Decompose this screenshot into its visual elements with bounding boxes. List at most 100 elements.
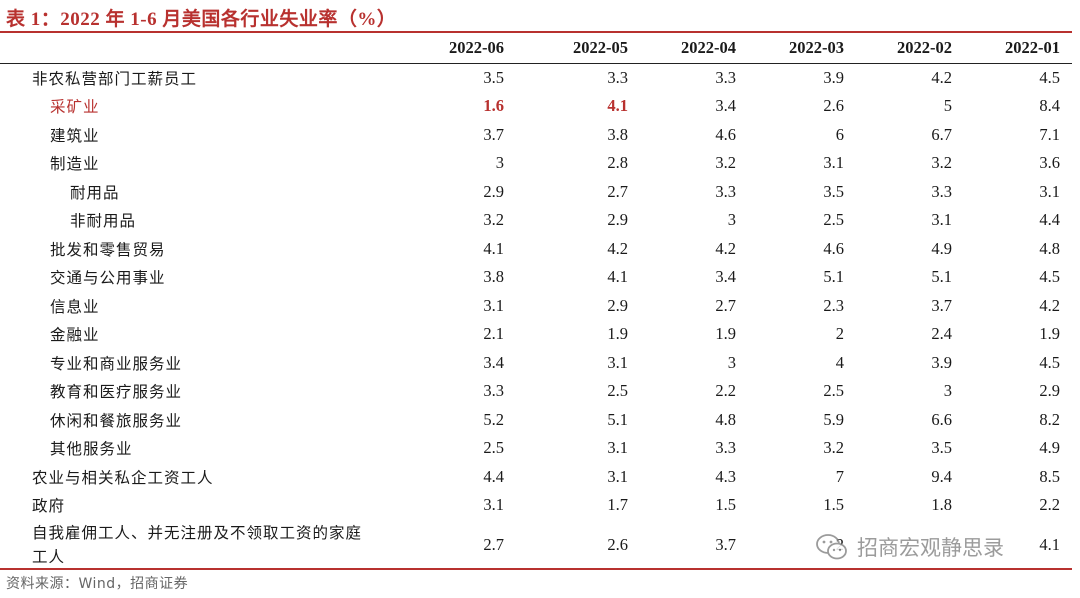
- table-cell: 3.1: [1039, 181, 1060, 201]
- watermark: 招商宏观静思录: [815, 531, 1004, 563]
- column-header: 2022-02: [856, 34, 964, 64]
- table-cell: 2.3: [823, 295, 844, 315]
- unemployment-table: 2022-06 2022-05 2022-04 2022-03 2022-02 …: [0, 34, 1072, 570]
- watermark-text: 招商宏观静思录: [857, 532, 1004, 562]
- column-header: 2022-01: [964, 34, 1072, 64]
- row-label: 批发和零售贸易: [50, 240, 166, 259]
- table-row: 交通与公用事业 3.8 4.1 3.4 5.1 5.1 4.5: [0, 263, 1072, 292]
- table-cell: 1.5: [823, 495, 844, 515]
- table-cell: 4.4: [1039, 210, 1060, 230]
- table-cell: 3.5: [483, 67, 504, 87]
- table-cell: 4.5: [1039, 352, 1060, 372]
- table-cell: 3.2: [483, 210, 504, 230]
- table-cell: 3.9: [823, 67, 844, 87]
- row-label: 自我雇佣工人、并无注册及不领取工资的家庭工人: [32, 523, 363, 566]
- table-cell: 2.5: [823, 210, 844, 230]
- row-label: 信息业: [50, 297, 100, 316]
- column-header: 2022-03: [748, 34, 856, 64]
- table-cell: 3: [727, 210, 736, 230]
- table-row: 其他服务业 2.5 3.1 3.3 3.2 3.5 4.9: [0, 434, 1072, 463]
- table-cell: 3.1: [483, 495, 504, 515]
- table-cell: 4.5: [1039, 267, 1060, 287]
- table-cell: 2.7: [607, 181, 628, 201]
- table-cell: 3.8: [607, 124, 628, 144]
- table-cell: 4.8: [715, 409, 736, 429]
- table-cell: 3.3: [715, 67, 736, 87]
- table-row: 耐用品 2.9 2.7 3.3 3.5 3.3 3.1: [0, 178, 1072, 207]
- table-title: 表 1：2022 年 1-6 月美国各行业失业率（%）: [6, 9, 397, 30]
- row-label: 休闲和餐旅服务业: [50, 411, 183, 430]
- table-cell: 3.1: [931, 210, 952, 230]
- table-cell: 5.2: [483, 409, 504, 429]
- header-row: 2022-06 2022-05 2022-04 2022-03 2022-02 …: [0, 34, 1072, 64]
- row-label: 非耐用品: [70, 212, 137, 231]
- table-cell: 2.9: [483, 181, 504, 201]
- table-cell: 3.7: [715, 534, 736, 554]
- table-cell: 3.7: [931, 295, 952, 315]
- table-cell: 1.7: [607, 495, 628, 515]
- table-cell: 6.7: [931, 124, 952, 144]
- table-cell: 2: [835, 324, 844, 344]
- table-cell: 3: [727, 352, 736, 372]
- table-cell: 4.6: [823, 238, 844, 258]
- table-row: 批发和零售贸易 4.1 4.2 4.2 4.6 4.9 4.8: [0, 235, 1072, 264]
- table-cell: 5.1: [607, 409, 628, 429]
- table-row: 建筑业 3.7 3.8 4.6 6 6.7 7.1: [0, 121, 1072, 150]
- table-cell: 7: [835, 466, 844, 486]
- table-cell: 5: [943, 96, 952, 116]
- table-cell: 3: [495, 153, 504, 173]
- table-cell: 4.6: [715, 124, 736, 144]
- table-cell: 3.9: [931, 352, 952, 372]
- table-cell: 1.6: [483, 96, 504, 116]
- table-cell: 4.9: [931, 238, 952, 258]
- table-cell: 3.4: [483, 352, 504, 372]
- table-cell: 3.3: [715, 438, 736, 458]
- table-cell: 8.2: [1039, 409, 1060, 429]
- bottom-rule: [0, 568, 1072, 570]
- table-cell: 3.7: [483, 124, 504, 144]
- table-cell: 6: [835, 124, 844, 144]
- table-cell: 4.1: [1039, 534, 1060, 554]
- table-row: 教育和医疗服务业 3.3 2.5 2.2 2.5 3 2.9: [0, 377, 1072, 406]
- table-cell: 2.4: [931, 324, 952, 344]
- table-body: 非农私营部门工薪员工 3.5 3.3 3.3 3.9 4.2 4.5 采矿业 1.6 4.1 3.4…: [0, 63, 1072, 570]
- table-cell: 4.9: [1039, 438, 1060, 458]
- table-cell: 3.4: [715, 267, 736, 287]
- row-label: 教育和医疗服务业: [50, 383, 183, 402]
- table-cell: 1.9: [1039, 324, 1060, 344]
- table-cell: 4.4: [483, 466, 504, 486]
- table-cell: 6.6: [931, 409, 952, 429]
- table-cell: 2.1: [483, 324, 504, 344]
- table-cell: 3.2: [931, 153, 952, 173]
- table-cell: 4.1: [607, 267, 628, 287]
- column-header: 2022-04: [640, 34, 748, 64]
- table-cell: 3.3: [931, 181, 952, 201]
- row-label: 交通与公用事业: [50, 269, 166, 288]
- table-row: 信息业 3.1 2.9 2.7 2.3 3.7 4.2: [0, 292, 1072, 321]
- table-row: 采矿业 1.6 4.1 3.4 2.6 5 8.4: [0, 92, 1072, 121]
- table-cell: 8.4: [1039, 96, 1060, 116]
- table-cell: 3.1: [607, 352, 628, 372]
- table-cell: 4: [835, 352, 844, 372]
- row-label: 制造业: [50, 155, 100, 174]
- row-label: 专业和商业服务业: [50, 354, 183, 373]
- table-cell: 1.9: [715, 324, 736, 344]
- table-cell: 9.4: [931, 466, 952, 486]
- table-cell: 1.8: [931, 495, 952, 515]
- table-row: 农业与相关私企工资工人 4.4 3.1 4.3 7 9.4 8.5: [0, 463, 1072, 492]
- table-cell: 4.8: [1039, 238, 1060, 258]
- table-cell: 2.7: [715, 295, 736, 315]
- table-cell: 3.1: [607, 466, 628, 486]
- table-cell: 2.6: [823, 96, 844, 116]
- table-row: 非耐用品 3.2 2.9 3 2.5 3.1 4.4: [0, 206, 1072, 235]
- table-cell: 4.2: [1039, 295, 1060, 315]
- table-cell: 5.1: [823, 267, 844, 287]
- table-cell: 4.3: [715, 466, 736, 486]
- table-cell: 4.1: [483, 238, 504, 258]
- table-cell: 4.2: [931, 67, 952, 87]
- table-row: 政府 3.1 1.7 1.5 1.5 1.8 2.2: [0, 491, 1072, 520]
- wechat-icon: [816, 534, 847, 560]
- table-cell: 2.2: [715, 381, 736, 401]
- table-cell: 2.5: [823, 381, 844, 401]
- title-rule: [0, 31, 1072, 33]
